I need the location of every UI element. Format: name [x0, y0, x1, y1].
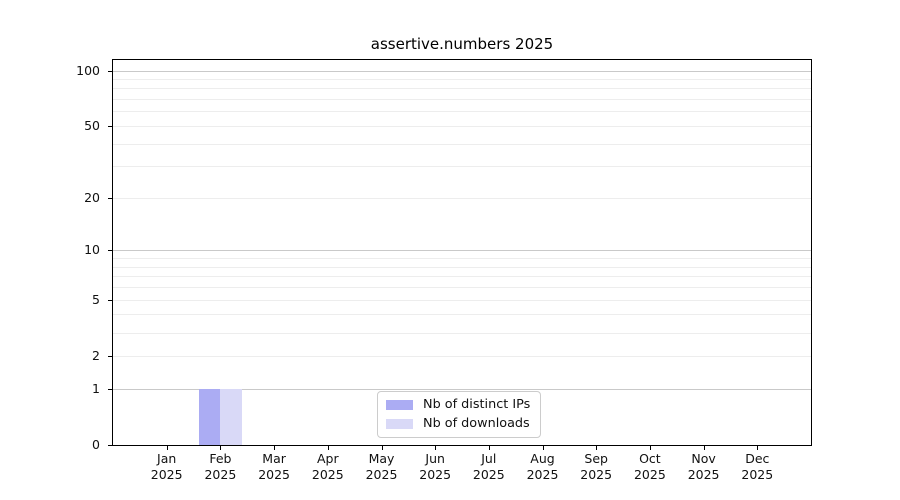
x-tick-label-mar: Mar 2025 [242, 451, 306, 482]
x-tick-year: 2025 [419, 466, 452, 482]
legend-item-distinct-ips: Nb of distinct IPs [386, 397, 530, 413]
x-tick-year: 2025 [150, 466, 183, 482]
gridline-minor-5 [113, 299, 811, 301]
x-tick-year: 2025 [258, 466, 290, 482]
y-tick-0 [108, 445, 113, 446]
x-tick-mar [274, 446, 276, 450]
x-tick-year: 2025 [580, 466, 613, 482]
legend-item-downloads: Nb of downloads [386, 416, 530, 432]
x-tick-label-may: May 2025 [350, 451, 414, 482]
x-tick-label-nov: Nov 2025 [672, 451, 736, 482]
plot-area [112, 59, 812, 446]
x-tick-jul [488, 446, 490, 450]
y-tick-20 [108, 198, 113, 199]
bar-distinct-ips-feb [198, 388, 221, 445]
y-tick-label-20: 20 [84, 190, 100, 205]
x-tick-month: Apr [316, 451, 339, 466]
gridline-minor-6 [113, 287, 811, 289]
x-tick-label-aug: Aug 2025 [511, 451, 575, 482]
legend-label-distinct-ips: Nb of distinct IPs [423, 397, 531, 412]
x-tick-year: 2025 [311, 466, 344, 482]
x-tick-sep [596, 446, 598, 450]
x-tick-label-jul: Jul 2025 [457, 451, 521, 482]
x-tick-feb [220, 446, 222, 450]
x-tick-month: Oct [639, 451, 661, 466]
x-tick-month: Sep [584, 451, 608, 466]
x-tick-oct [649, 446, 651, 450]
x-tick-month: Nov [691, 451, 716, 466]
x-tick-label-feb: Feb 2025 [188, 451, 252, 482]
gridline-minor-50 [113, 126, 811, 127]
x-tick-month: Jul [481, 451, 497, 466]
y-tick-label-50: 50 [84, 118, 100, 133]
x-tick-label-jan: Jan 2025 [135, 451, 199, 482]
x-tick-year: 2025 [472, 466, 505, 482]
x-tick-jan [166, 446, 168, 450]
y-tick-label-1: 1 [92, 380, 100, 396]
legend-label-downloads: Nb of downloads [423, 416, 530, 431]
gridline-minor-4 [113, 314, 811, 316]
x-tick-nov [703, 446, 705, 450]
x-tick-year: 2025 [687, 466, 720, 482]
chart-title: assertive.numbers 2025 [370, 35, 554, 53]
gridline-minor-60 [113, 111, 811, 113]
y-tick-2 [108, 356, 113, 357]
x-tick-jun [435, 446, 437, 450]
x-tick-month: Jun [425, 451, 445, 466]
x-tick-year: 2025 [365, 466, 398, 482]
x-tick-label-dec: Dec 2025 [725, 451, 789, 482]
y-tick-5 [108, 300, 113, 301]
y-tick-100 [108, 71, 113, 72]
x-tick-dec [757, 446, 759, 450]
x-tick-year: 2025 [741, 466, 774, 482]
gridline-major-1 [113, 388, 811, 390]
gridline-minor-20 [113, 198, 811, 199]
gridline-minor-2 [113, 355, 811, 357]
x-tick-month: Dec [745, 451, 770, 466]
x-tick-label-apr: Apr 2025 [296, 451, 360, 482]
gridline-minor-40 [113, 143, 811, 145]
gridline-minor-70 [113, 99, 811, 101]
y-tick-label-10: 10 [84, 242, 100, 258]
x-tick-aug [542, 446, 544, 450]
x-tick-may [381, 446, 383, 450]
y-tick-1 [108, 389, 113, 390]
gridline-major-100 [113, 70, 811, 72]
legend-swatch-downloads [386, 419, 413, 429]
x-tick-label-jun: Jun 2025 [403, 451, 467, 482]
x-tick-month: Mar [262, 451, 286, 466]
x-tick-label-oct: Oct 2025 [618, 451, 682, 482]
gridline-minor-90 [113, 79, 811, 80]
gridline-minor-80 [113, 88, 811, 90]
x-tick-label-sep: Sep 2025 [564, 451, 628, 482]
y-tick-label-5: 5 [92, 291, 100, 307]
x-tick-year: 2025 [204, 466, 237, 482]
gridline-minor-30 [113, 166, 811, 168]
x-tick-year: 2025 [633, 466, 666, 482]
x-tick-month: May [368, 451, 395, 466]
gridline-major-10 [113, 250, 811, 252]
x-tick-month: Aug [530, 451, 555, 466]
x-tick-apr [327, 446, 329, 450]
gridline-minor-7 [113, 276, 811, 278]
y-tick-label-2: 2 [92, 347, 100, 363]
gridline-minor-8 [113, 266, 811, 268]
y-tick-50 [108, 126, 113, 127]
gridline-minor-9 [113, 258, 811, 260]
legend: Nb of distinct IPs Nb of downloads [377, 391, 542, 438]
y-tick-10 [108, 250, 113, 251]
y-tick-label-100: 100 [76, 62, 100, 78]
y-tick-label-0: 0 [92, 437, 100, 452]
x-tick-year: 2025 [526, 466, 559, 482]
bar-downloads-feb [220, 388, 242, 445]
legend-swatch-distinct-ips [386, 400, 413, 410]
x-tick-month: Jan [157, 451, 177, 466]
gridline-minor-3 [113, 332, 811, 334]
x-tick-month: Feb [209, 451, 232, 466]
